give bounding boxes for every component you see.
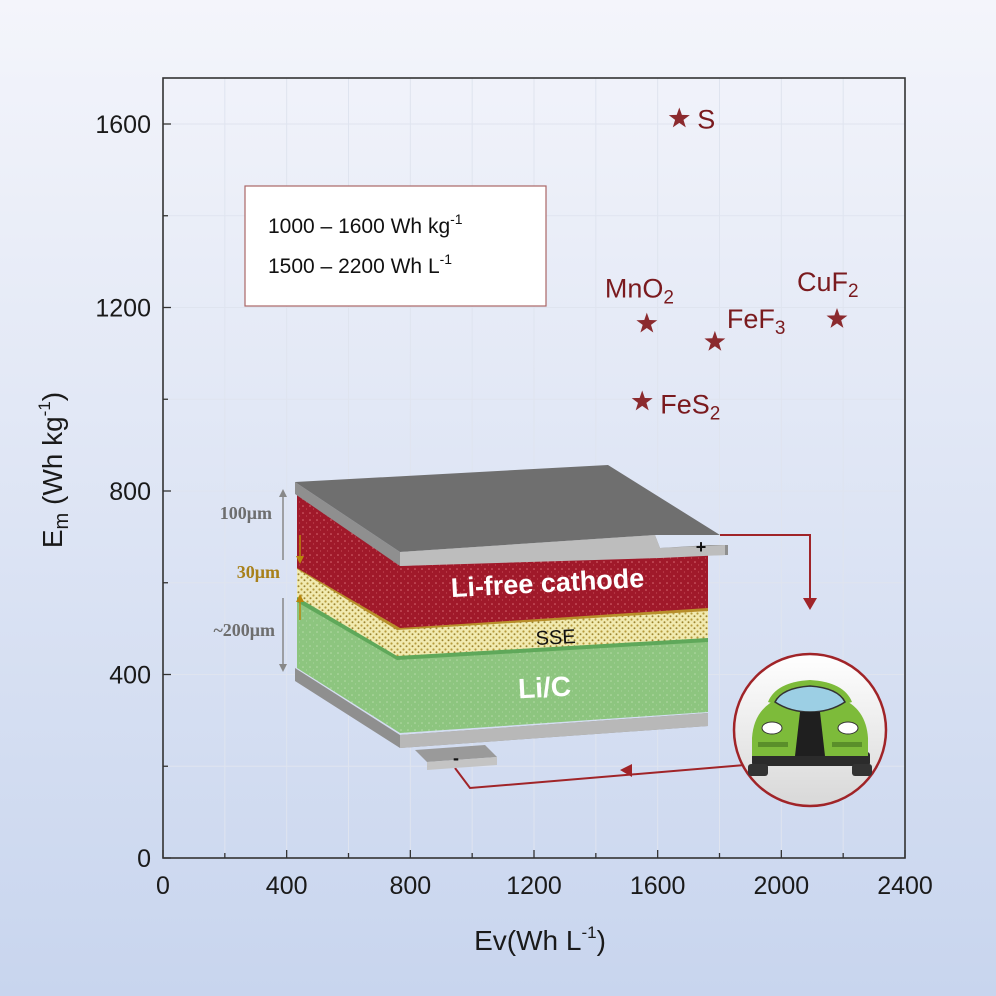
- dim-label-cathode: 100μm: [220, 503, 272, 523]
- data-point-star: [668, 107, 690, 128]
- battery-diagram: - + Li-free cathode SSE Li/C 100μm 30μm …: [213, 465, 888, 808]
- x-tick-label: 1200: [506, 872, 562, 900]
- anode-layer: [297, 595, 708, 733]
- sse-label: SSE: [535, 626, 576, 650]
- x-tick-label: 400: [266, 872, 308, 900]
- x-tick-label: 2000: [754, 872, 810, 900]
- positive-wire: [720, 534, 811, 600]
- wire-arrow-left: [620, 764, 632, 777]
- x-tick-label: 2400: [877, 872, 933, 900]
- legend-line-2: 1500 – 2200 Wh L-1: [268, 251, 452, 278]
- y-tick-label: 400: [109, 662, 151, 690]
- minus-sign: -: [453, 748, 459, 768]
- dim-label-anode: ~200μm: [213, 620, 275, 640]
- y-tick-label: 0: [137, 845, 151, 873]
- data-point-star: [704, 330, 726, 351]
- x-tick-label: 0: [156, 872, 170, 900]
- y-tick-label: 800: [109, 478, 151, 506]
- y-tick-label: 1200: [95, 295, 151, 323]
- top-current-collector: [295, 465, 720, 552]
- negative-wire: [454, 764, 746, 790]
- data-point-label: FeF3: [727, 304, 786, 339]
- anode-label: Li/C: [517, 671, 571, 705]
- wire-arrow-down: [803, 598, 817, 610]
- data-point-star: [631, 390, 653, 411]
- axis-ticks: 0 400 800 1200 1600 2000 2400 0 400 800 1200 1600: [95, 111, 932, 900]
- electric-car-icon: [732, 652, 888, 808]
- dim-label-sse: 30μm: [237, 562, 280, 582]
- data-point-label: CuF2: [797, 267, 859, 302]
- data-points: S MnO2 FeF3 CuF2 FeS2: [605, 104, 859, 424]
- x-tick-label: 1600: [630, 872, 686, 900]
- negative-tab: [415, 745, 497, 762]
- y-tick-label: 1600: [95, 111, 151, 139]
- legend-line-1: 1000 – 1600 Wh kg-1: [268, 211, 463, 238]
- plus-sign: +: [696, 537, 707, 557]
- data-point-label: MnO2: [605, 274, 674, 309]
- legend: 1000 – 1600 Wh kg-1 1500 – 2200 Wh L-1: [244, 185, 547, 307]
- x-tick-label: 800: [389, 872, 431, 900]
- legend-box: [244, 185, 547, 307]
- sse-layer: [297, 565, 708, 656]
- data-point-star: [826, 308, 848, 328]
- data-point-label: S: [697, 104, 715, 134]
- data-point-label: FeS2: [660, 390, 720, 425]
- y-axis-label: Em (Wh kg-1): [35, 392, 73, 548]
- x-axis-label: Ev(Wh L-1): [474, 923, 606, 956]
- data-point-star: [636, 312, 658, 333]
